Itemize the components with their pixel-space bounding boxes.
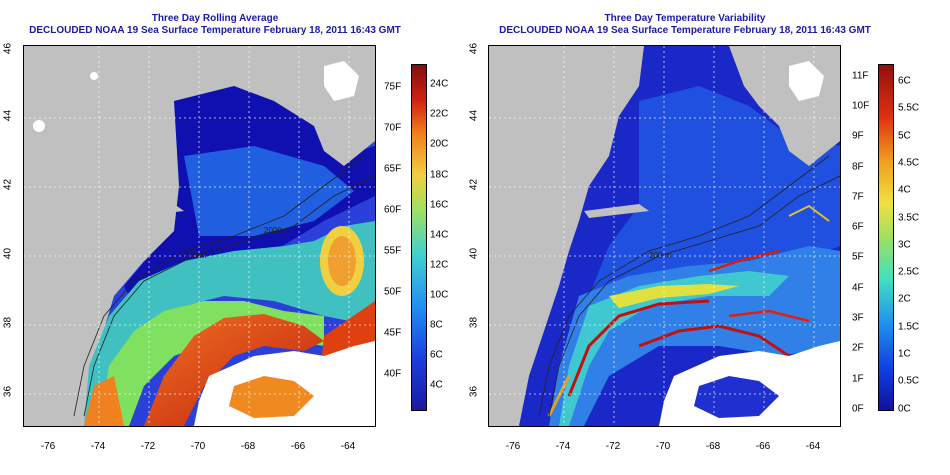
- colorbar-c-label: 8C: [430, 319, 443, 331]
- x-tick-label: -76: [505, 441, 521, 452]
- colorbar-f-label: 0F: [852, 403, 864, 415]
- x-tick-label: -76: [40, 441, 56, 452]
- sst-average-map-image: [24, 46, 375, 426]
- colorbar-f-label: 2F: [852, 342, 864, 354]
- colorbar-c-label: 4C: [430, 379, 443, 391]
- colorbar-c-label: 5.5C: [898, 102, 920, 114]
- colorbar-f-label: 45F: [384, 327, 402, 339]
- sst-average-panel: Three Day Rolling Average DECLOUDED NOAA…: [0, 0, 470, 475]
- colorbar-c-label: 22C: [430, 108, 449, 120]
- colorbar-f-label: 11F: [852, 70, 869, 82]
- colorbar-c-label: 14C: [430, 229, 449, 241]
- x-tick-label: -68: [240, 441, 256, 452]
- colorbar-c-label: 3C: [898, 239, 911, 251]
- colorbar-f-label: 7F: [852, 191, 864, 203]
- sst-variability-panel: Three Day Temperature Variability DECLOU…: [468, 0, 940, 475]
- colorbar-c-label: 6C: [430, 349, 443, 361]
- y-tick-label: 46: [2, 42, 14, 55]
- x-tick-label: -64: [340, 441, 356, 452]
- y-tick-label: 42: [468, 178, 480, 191]
- y-tick-label: 36: [468, 385, 480, 398]
- colorbar-c-label: 0.5C: [898, 375, 920, 387]
- colorbar-c-label: 6C: [898, 75, 911, 87]
- colorbar-f-label: 5F: [852, 251, 864, 263]
- temperature-colorbar: [411, 64, 427, 411]
- y-tick-label: 38: [2, 316, 14, 329]
- colorbar-f-label: 40F: [384, 368, 402, 380]
- colorbar-c-label: 1.5C: [898, 321, 920, 333]
- x-tick-label: -74: [555, 441, 571, 452]
- colorbar-f-label: 70F: [384, 122, 402, 134]
- y-tick-label: 40: [2, 247, 14, 260]
- map-title: Three Day Rolling Average: [151, 13, 279, 24]
- colorbar-c-label: 5C: [898, 130, 911, 142]
- sst-variability-map-image: [489, 46, 840, 426]
- colorbar-c-label: 2C: [898, 293, 911, 305]
- map-subtitle: DECLOUDED NOAA 19 Sea Surface Temperatur…: [29, 25, 401, 36]
- colorbar-f-label: 3F: [852, 312, 864, 324]
- colorbar-f-label: 8F: [852, 161, 864, 173]
- colorbar-c-label: 2.5C: [898, 266, 920, 278]
- map-subtitle: DECLOUDED NOAA 19 Sea Surface Temperatur…: [499, 25, 871, 36]
- y-tick-label: 44: [2, 109, 14, 122]
- colorbar-c-label: 16C: [430, 199, 449, 211]
- sst-average-map: 200 m 2000 m: [23, 45, 376, 427]
- colorbar-c-label: 24C: [430, 78, 449, 90]
- colorbar-c-label: 20C: [430, 138, 449, 150]
- colorbar-c-label: 4C: [898, 184, 911, 196]
- map-title: Three Day Temperature Variability: [604, 13, 766, 24]
- x-tick-label: -64: [805, 441, 821, 452]
- y-tick-label: 44: [468, 109, 480, 122]
- y-tick-label: 36: [2, 385, 14, 398]
- colorbar-f-label: 10F: [852, 100, 870, 112]
- x-tick-label: -68: [705, 441, 721, 452]
- sst-variability-map: 200 m: [488, 45, 841, 427]
- colorbar-f-label: 1F: [852, 373, 864, 385]
- x-tick-label: -74: [90, 441, 106, 452]
- x-tick-label: -66: [290, 441, 306, 452]
- x-tick-label: -70: [190, 441, 206, 452]
- colorbar-f-label: 75F: [384, 81, 402, 93]
- colorbar-f-label: 60F: [384, 204, 402, 216]
- y-tick-label: 40: [468, 247, 480, 260]
- colorbar-c-label: 12C: [430, 259, 449, 271]
- colorbar-c-label: 4.5C: [898, 157, 920, 169]
- x-tick-label: -66: [755, 441, 771, 452]
- x-tick-label: -72: [605, 441, 621, 452]
- colorbar-f-label: 50F: [384, 286, 402, 298]
- x-tick-label: -72: [140, 441, 156, 452]
- y-tick-label: 42: [2, 178, 14, 191]
- contour-label: 200 m: [184, 251, 207, 260]
- colorbar-c-label: 10C: [430, 289, 449, 301]
- x-tick-label: -70: [655, 441, 671, 452]
- colorbar-f-label: 55F: [384, 245, 402, 257]
- colorbar-f-label: 9F: [852, 130, 864, 142]
- colorbar-c-label: 3.5C: [898, 212, 920, 224]
- colorbar-f-label: 4F: [852, 282, 864, 294]
- contour-label: 2000 m: [264, 226, 291, 235]
- contour-label: 200 m: [649, 251, 672, 260]
- variability-colorbar: [878, 64, 894, 411]
- colorbar-c-label: 0C: [898, 403, 911, 415]
- y-tick-label: 38: [468, 316, 480, 329]
- colorbar-f-label: 6F: [852, 221, 864, 233]
- y-tick-label: 46: [468, 42, 480, 55]
- colorbar-c-label: 1C: [898, 348, 911, 360]
- colorbar-c-label: 18C: [430, 169, 449, 181]
- colorbar-f-label: 65F: [384, 163, 402, 175]
